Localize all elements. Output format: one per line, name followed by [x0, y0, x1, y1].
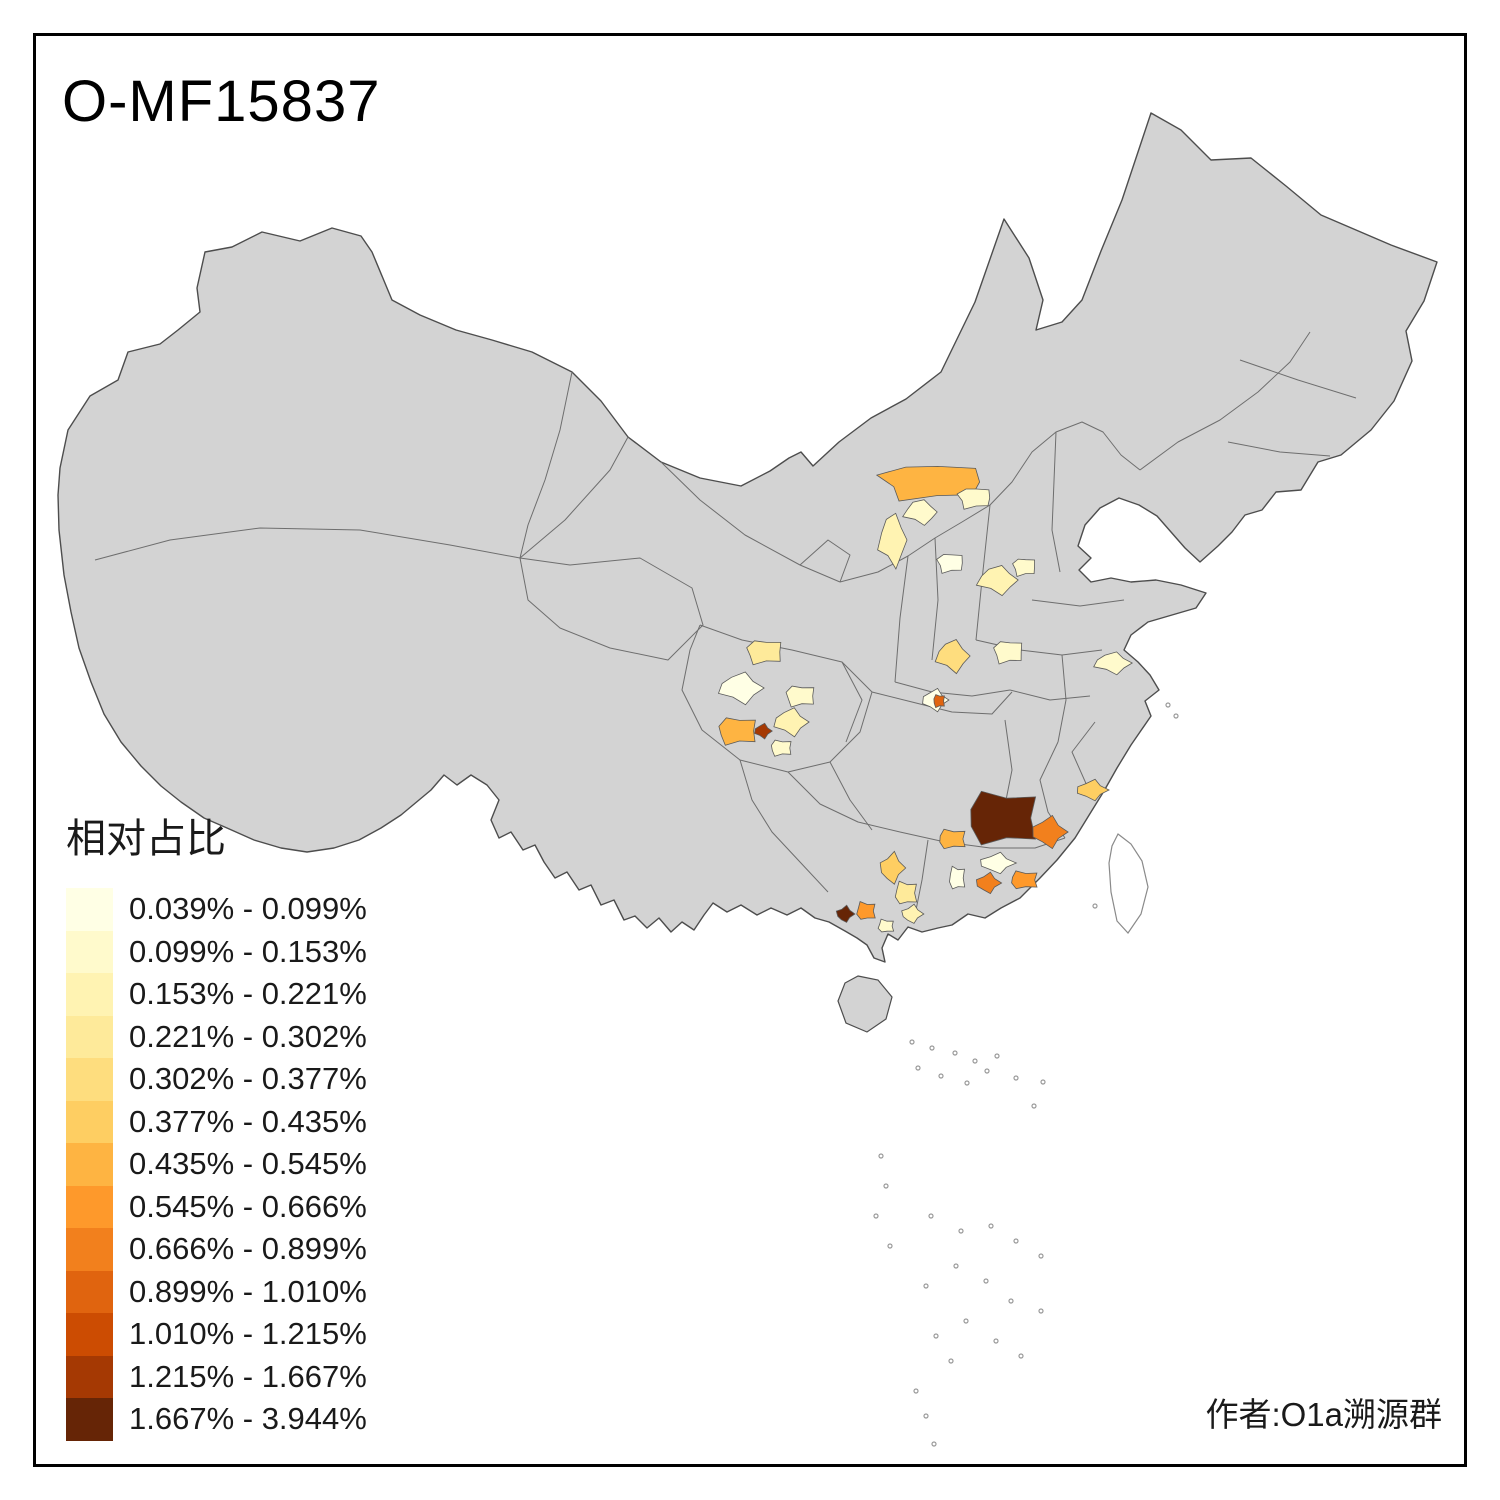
legend-swatch [66, 1228, 113, 1271]
legend-swatch [66, 1355, 113, 1398]
legend-item: 0.221% - 0.302% [66, 1015, 367, 1058]
prefecture-region [717, 671, 765, 706]
prefecture-region [754, 722, 773, 740]
legend-swatch [66, 1398, 113, 1441]
prefecture-region [993, 641, 1023, 665]
legend-item: 0.302% - 0.377% [66, 1058, 367, 1101]
prefecture-region [879, 850, 907, 885]
legend-swatch [66, 888, 113, 931]
prefecture-region [1032, 814, 1069, 850]
legend-swatch [66, 1313, 113, 1356]
prefecture-region [1093, 651, 1134, 676]
legend-swatch [66, 1185, 113, 1228]
prefecture-region [975, 871, 1003, 895]
legend-label: 0.221% - 0.302% [129, 1018, 367, 1054]
legend-item: 0.099% - 0.153% [66, 930, 367, 973]
legend-label: 0.666% - 0.899% [129, 1231, 367, 1267]
prefecture-region [875, 465, 981, 502]
prefecture-region [936, 554, 963, 574]
prefecture-region [975, 565, 1019, 597]
prefecture-regions [717, 465, 1134, 933]
prefecture-region [894, 880, 918, 905]
china-mainland [57, 112, 1438, 963]
legend-swatch [66, 1143, 113, 1186]
sea-islands [873, 702, 1179, 1447]
legend-label: 1.215% - 1.667% [129, 1358, 367, 1394]
legend-swatch [66, 930, 113, 973]
legend-item: 1.667% - 3.944% [66, 1398, 367, 1441]
attribution: 作者:O1a溯源群 [1205, 1396, 1442, 1433]
legend-item: 0.377% - 0.435% [66, 1100, 367, 1143]
legend-item: 1.010% - 1.215% [66, 1313, 367, 1356]
plot-title: O-MF15837 [62, 69, 381, 134]
legend-label: 0.435% - 0.545% [129, 1146, 367, 1182]
prefecture-region [1011, 870, 1038, 890]
prefecture-region [1012, 558, 1036, 578]
legend-label: 0.899% - 1.010% [129, 1273, 367, 1309]
legend-swatch [66, 1100, 113, 1143]
prefecture-region [934, 638, 971, 675]
prefecture-region [956, 488, 991, 510]
legend-item: 0.666% - 0.899% [66, 1228, 367, 1271]
legend-title: 相对占比 [66, 817, 226, 861]
prefecture-region [901, 903, 925, 924]
prefecture-region [785, 685, 815, 708]
legend-swatch [66, 973, 113, 1016]
legend-item: 1.215% - 1.667% [66, 1355, 367, 1398]
legend-item: 0.153% - 0.221% [66, 973, 367, 1016]
prefecture-region [770, 739, 792, 757]
legend-swatch [66, 1270, 113, 1313]
legend-item: 0.039% - 0.099% [66, 888, 367, 931]
hainan-island [837, 975, 893, 1033]
prefecture-region [1076, 778, 1110, 802]
prefecture-region [933, 694, 945, 709]
prefecture-region [835, 904, 856, 923]
prefecture-region [939, 828, 966, 850]
legend-label: 0.099% - 0.153% [129, 933, 367, 969]
prefecture-region [718, 717, 756, 746]
legend-label: 1.010% - 1.215% [129, 1316, 367, 1352]
prefecture-region [980, 851, 1018, 875]
legend-swatch [66, 1015, 113, 1058]
taiwan-island [1108, 833, 1149, 934]
legend-item: 0.545% - 0.666% [66, 1185, 367, 1228]
prefecture-region [949, 865, 966, 890]
legend-label: 0.302% - 0.377% [129, 1061, 367, 1097]
prefecture-region [877, 918, 895, 933]
legend: 相对占比 0.039% - 0.099% 0.099% - 0.153% 0.153… [66, 806, 367, 1441]
legend-swatch [66, 1058, 113, 1101]
legend-item: 0.435% - 0.545% [66, 1143, 367, 1186]
legend-label: 0.545% - 0.666% [129, 1188, 367, 1224]
prefecture-region [877, 512, 908, 570]
legend-items: 0.039% - 0.099% 0.099% - 0.153% 0.153% - 0… [66, 888, 367, 1441]
prefecture-region [746, 640, 782, 666]
prefecture-region [970, 790, 1037, 846]
prefecture-region [773, 707, 810, 738]
legend-label: 1.667% - 3.944% [129, 1401, 367, 1437]
prefecture-region [902, 499, 938, 526]
prefecture-region [856, 901, 876, 920]
legend-item: 0.899% - 1.010% [66, 1270, 367, 1313]
province-borders [94, 331, 1357, 916]
legend-label: 0.039% - 0.099% [129, 891, 367, 927]
legend-label: 0.377% - 0.435% [129, 1103, 367, 1139]
legend-label: 0.153% - 0.221% [129, 976, 367, 1012]
